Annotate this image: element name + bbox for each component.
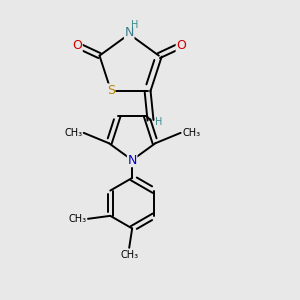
Text: O: O (72, 39, 82, 52)
Text: N: N (128, 154, 137, 166)
Text: S: S (107, 84, 115, 97)
Text: N: N (124, 26, 134, 39)
Text: H: H (155, 117, 163, 127)
Text: CH₃: CH₃ (182, 128, 200, 138)
Text: O: O (176, 39, 186, 52)
Text: CH₃: CH₃ (120, 250, 138, 260)
Text: CH₃: CH₃ (64, 128, 82, 138)
Text: CH₃: CH₃ (68, 214, 86, 224)
Text: H: H (131, 20, 138, 30)
